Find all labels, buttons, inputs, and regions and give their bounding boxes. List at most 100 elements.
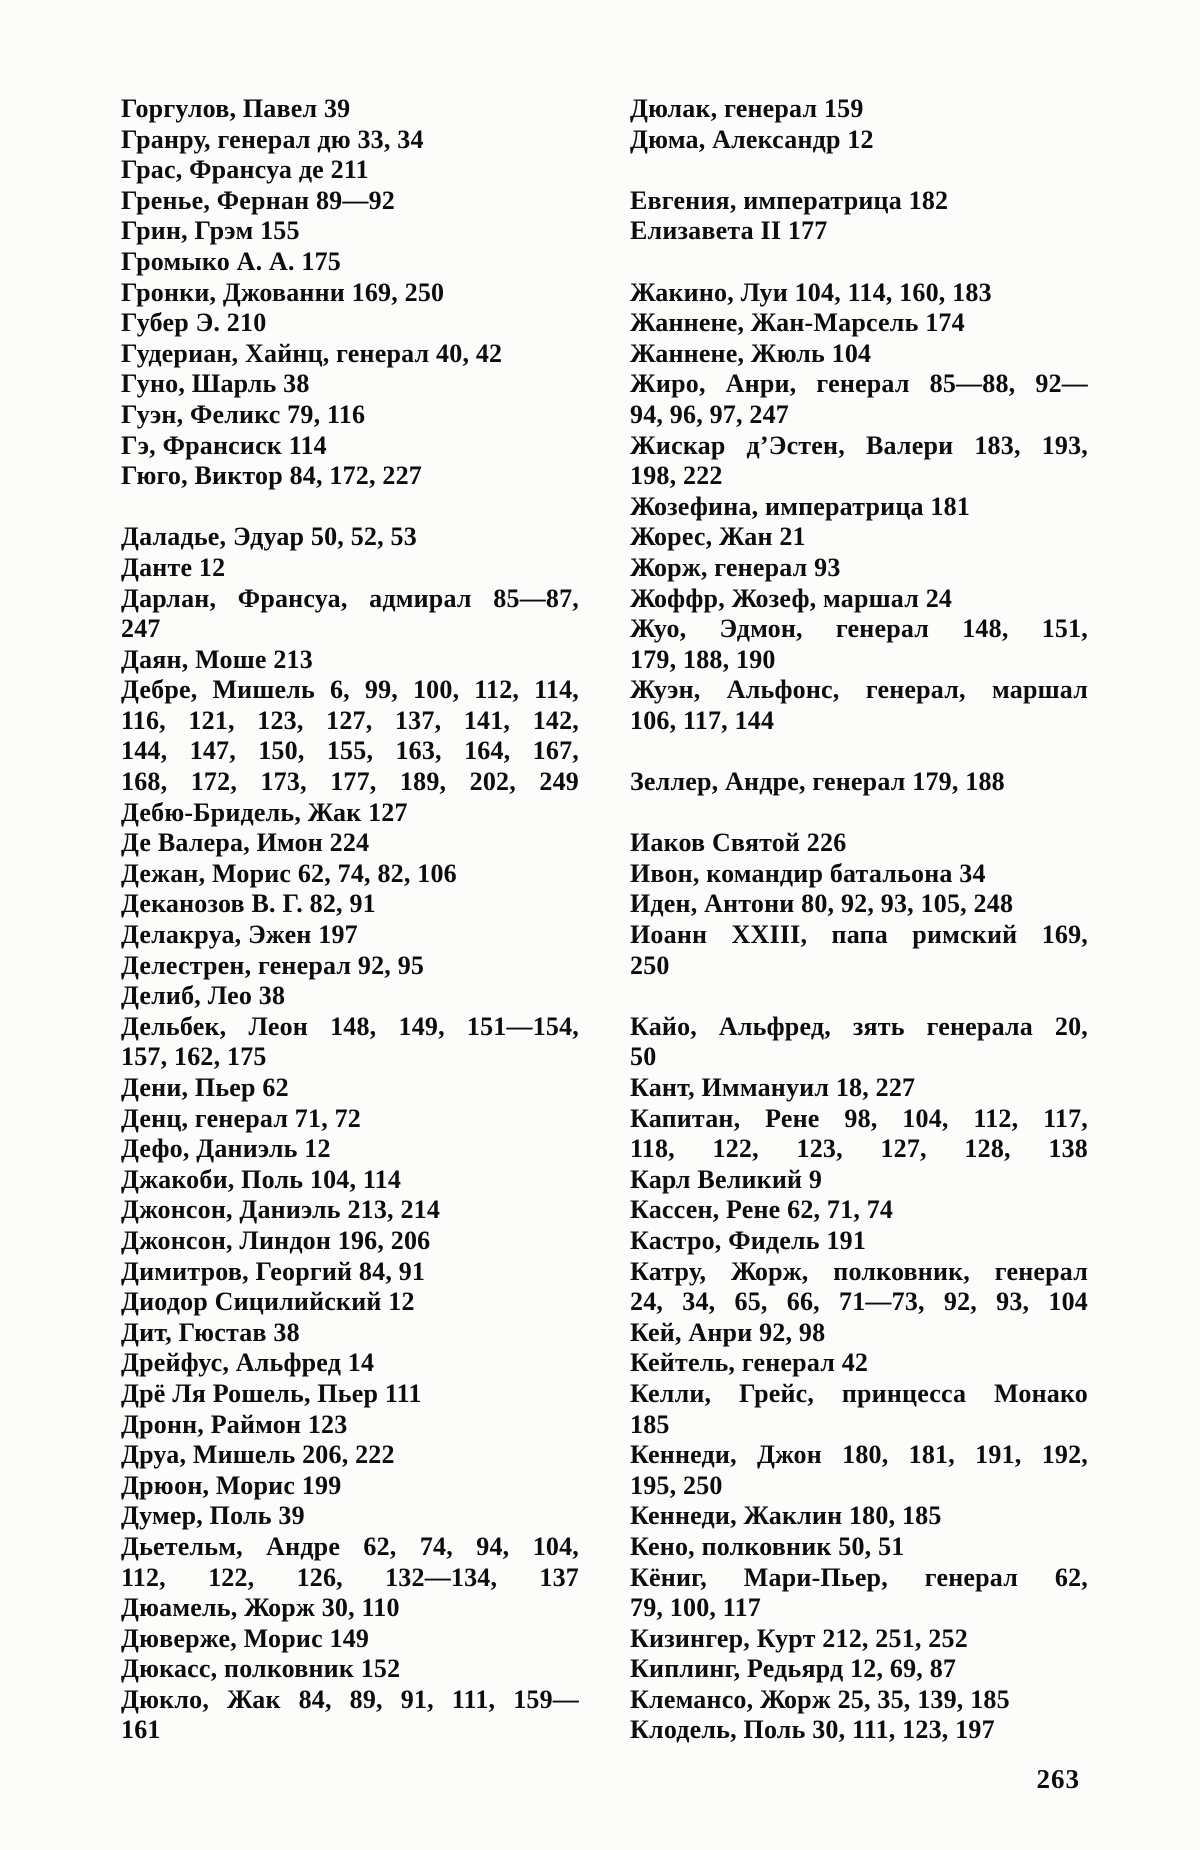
index-entry-line: Дебре, Мишель 6, 99, 100, 112, 114, [121, 675, 579, 705]
index-entry-line: Капитан, Рене 98, 104, 112, 117, [630, 1103, 1088, 1133]
index-entry: Евгения, императрица 182 [630, 186, 1088, 217]
index-column-right: Дюлак, генерал 159 Дюма, Александр 12 Евге… [630, 94, 1088, 1746]
index-entry: Кеннеди, Джон 180, 181, 191, 192, 195, 25… [630, 1440, 1088, 1501]
index-entry-line: Гренье, Фернан 89—92 [121, 185, 395, 215]
index-entry-line: Дежан, Морис 62, 74, 82, 106 [121, 858, 457, 888]
index-letter-group: Горгулов, Павел 39 Гранру, генерал дю 33,… [121, 94, 579, 492]
index-entry-line: Делакруа, Эжен 197 [121, 920, 358, 950]
index-entry: Жоффр, Жозеф, маршал 24 [630, 584, 1088, 615]
index-entry: Дебре, Мишель 6, 99, 100, 112, 114, 116, … [121, 675, 579, 797]
index-entry: Катру, Жорж, полковник, генерал 24, 34, 6… [630, 1257, 1088, 1318]
index-entry-line: Иаков Святой 226 [630, 828, 847, 858]
index-entry: Грин, Грэм 155 [121, 216, 579, 247]
index-entry-line: Кеннеди, Жаклин 180, 185 [630, 1501, 942, 1531]
index-entry: Дельбек, Леон 148, 149, 151—154, 157, 162… [121, 1012, 579, 1073]
index-entry: Кастро, Фидель 191 [630, 1226, 1088, 1257]
index-entry-line: Елизавета II 177 [630, 216, 828, 246]
index-entry-line: Жискар д’Эстен, Валери 183, 193, [630, 430, 1088, 460]
index-entry-line: 106, 117, 144 [630, 705, 775, 735]
index-letter-group: Иаков Святой 226 Ивон, командир батальона… [630, 828, 1088, 981]
index-entry: Даладье, Эдуар 50, 52, 53 [121, 522, 579, 553]
index-entry: Киплинг, Редьярд 12, 69, 87 [630, 1654, 1088, 1685]
index-entry: Деканозов В. Г. 82, 91 [121, 889, 579, 920]
index-entry-line: Кассен, Рене 62, 71, 74 [630, 1195, 894, 1225]
index-entry-line: Жаннене, Жюль 104 [630, 338, 872, 368]
index-letter-group: Дюлак, генерал 159 Дюма, Александр 12 [630, 94, 1088, 155]
index-entry-line: Гуно, Шарль 38 [121, 369, 310, 399]
index-entry: Кёниг, Мари-Пьер, генерал 62, 79, 100, 11… [630, 1563, 1088, 1624]
index-entry-line: Дюамель, Жорж 30, 110 [121, 1593, 400, 1623]
index-entry-line: Жакино, Луи 104, 114, 160, 183 [630, 277, 992, 307]
index-entry-line: Дюкло, Жак 84, 89, 91, 111, 159— [121, 1684, 579, 1714]
index-entry: Жакино, Луи 104, 114, 160, 183 [630, 278, 1088, 309]
index-entry: Гуно, Шарль 38 [121, 369, 579, 400]
index-entry: Жорес, Жан 21 [630, 522, 1088, 553]
index-entry-line: Иоанн XXIII, папа римский 169, [630, 920, 1088, 950]
index-letter-group: Даладье, Эдуар 50, 52, 53 Данте 12 Дарлан,… [121, 522, 579, 1746]
index-entry: Жозефина, императрица 181 [630, 492, 1088, 523]
index-entry-line: Жоффр, Жозеф, маршал 24 [630, 583, 953, 613]
index-entry: Делакруа, Эжен 197 [121, 920, 579, 951]
index-entry: Ивон, командир батальона 34 [630, 859, 1088, 890]
index-entry: Жаннене, Жан-Марсель 174 [630, 308, 1088, 339]
index-entry: Елизавета II 177 [630, 216, 1088, 247]
index-entry-line: Кеннеди, Джон 180, 181, 191, 192, [630, 1440, 1088, 1470]
index-entry-line: Дени, Пьер 62 [121, 1073, 289, 1102]
index-entry: Иоанн XXIII, папа римский 169, 250 [630, 920, 1088, 981]
index-entry-line: Дюма, Александр 12 [630, 124, 874, 154]
index-entry-line: 50 [630, 1042, 657, 1072]
index-entry-line: Данте 12 [121, 552, 226, 582]
index-entry: Кайо, Альфред, зять генерала 20, 50 [630, 1012, 1088, 1073]
index-entry-line: Карл Великий 9 [630, 1164, 823, 1194]
index-entry: Дежан, Морис 62, 74, 82, 106 [121, 859, 579, 890]
index-entry-line: Клемансо, Жорж 25, 35, 139, 185 [630, 1684, 1010, 1714]
index-entry: Джонсон, Даниэль 213, 214 [121, 1195, 579, 1226]
index-entry-line: Кейтель, генерал 42 [630, 1348, 869, 1378]
index-entry-line: Кей, Анри 92, 98 [630, 1317, 826, 1347]
index-entry-line: Гуэн, Феликс 79, 116 [121, 399, 366, 429]
index-entry-line: Думер, Поль 39 [121, 1501, 305, 1531]
index-entry: Кеннеди, Жаклин 180, 185 [630, 1501, 1088, 1532]
index-entry: Джонсон, Линдон 196, 206 [121, 1226, 579, 1257]
index-entry-line: Келли, Грейс, принцесса Монако [630, 1378, 1088, 1408]
index-entry-line: Кант, Иммануил 18, 227 [630, 1073, 916, 1102]
index-entry-line: Джакоби, Поль 104, 114 [121, 1164, 402, 1194]
index-entry: Жуэн, Альфонс, генерал, маршал 106, 117, … [630, 675, 1088, 736]
index-entry: Гюго, Виктор 84, 172, 227 [121, 461, 579, 492]
index-entry-line: Дельбек, Леон 148, 149, 151—154, [121, 1011, 579, 1041]
index-entry: Гэ, Франсиск 114 [121, 431, 579, 462]
index-entry-line: Гранру, генерал дю 33, 34 [121, 124, 424, 154]
index-entry-line: Гюго, Виктор 84, 172, 227 [121, 461, 422, 491]
index-entry-line: Джонсон, Линдон 196, 206 [121, 1225, 431, 1255]
index-entry: Дюма, Александр 12 [630, 125, 1088, 156]
index-entry-line: Кайо, Альфред, зять генерала 20, [630, 1011, 1088, 1041]
index-entry-line: Иден, Антони 80, 92, 93, 105, 248 [630, 889, 1014, 919]
index-entry-line: Жозефина, императрица 181 [630, 491, 971, 521]
index-entry-line: Губер Э. 210 [121, 308, 267, 338]
index-letter-group: Евгения, императрица 182 Елизавета II 177 [630, 186, 1088, 247]
index-entry-line: Делиб, Лео 38 [121, 981, 286, 1011]
index-entry-line: 144, 147, 150, 155, 163, 164, 167, [121, 736, 579, 766]
index-entry: Грас, Франсуа де 211 [121, 155, 579, 186]
index-entry-line: 112, 122, 126, 132—134, 137 [121, 1562, 579, 1592]
index-entry-line: Катру, Жорж, полковник, генерал [630, 1256, 1088, 1286]
index-entry: Даян, Моше 213 [121, 645, 579, 676]
index-entry-line: Кизингер, Курт 212, 251, 252 [630, 1623, 968, 1653]
index-entry-line: Кастро, Фидель 191 [630, 1225, 867, 1255]
index-entry-line: Жиро, Анри, генерал 85—88, 92— [630, 369, 1088, 399]
index-entry: Данте 12 [121, 553, 579, 584]
index-entry-line: Дронн, Раймон 123 [121, 1409, 348, 1439]
index-entry-line: 94, 96, 97, 247 [630, 399, 789, 429]
index-entry-line: Де Валера, Имон 224 [121, 828, 370, 858]
index-entry: Джакоби, Поль 104, 114 [121, 1165, 579, 1196]
index-entry: Дрюон, Морис 199 [121, 1471, 579, 1502]
index-entry-line: Джонсон, Даниэль 213, 214 [121, 1195, 441, 1225]
index-entry: Дюлак, генерал 159 [630, 94, 1088, 125]
index-entry-line: Гудериан, Хайнц, генерал 40, 42 [121, 338, 503, 368]
index-entry-line: Дрё Ля Рошель, Пьер 111 [121, 1378, 422, 1408]
index-entry: Кейтель, генерал 42 [630, 1348, 1088, 1379]
index-entry: Иден, Антони 80, 92, 93, 105, 248 [630, 889, 1088, 920]
index-entry: Кено, полковник 50, 51 [630, 1532, 1088, 1563]
index-entry: Кассен, Рене 62, 71, 74 [630, 1195, 1088, 1226]
index-entry: Друа, Мишель 206, 222 [121, 1440, 579, 1471]
